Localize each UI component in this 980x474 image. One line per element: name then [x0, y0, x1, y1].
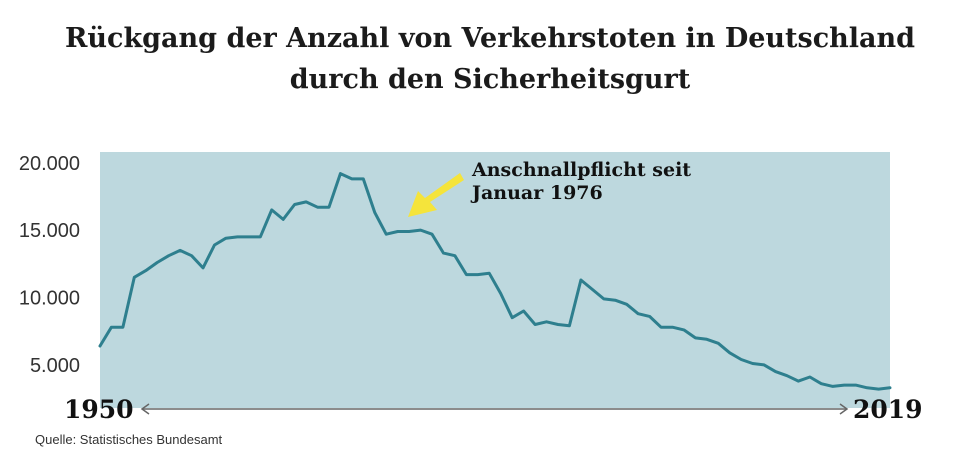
y-tick-label: 20.000: [19, 153, 80, 175]
y-tick-label: 10.000: [19, 288, 80, 310]
source-note: Quelle: Statistisches Bundesamt: [35, 432, 223, 447]
time-axis-arrowhead-left: [140, 403, 150, 415]
chart-title: Rückgang der Anzahl von Verkehrstoten in…: [64, 23, 916, 95]
y-tick-label: 5.000: [30, 355, 80, 377]
y-axis-ticks: 5.000 10.000 15.000 20.000: [19, 153, 80, 377]
y-tick-label: 15.000: [19, 220, 80, 242]
annotation-arrow-icon: [408, 173, 464, 217]
annotation-text-line2: Januar 1976: [470, 182, 603, 204]
time-axis-arrowhead-right: [839, 403, 849, 415]
time-axis-arrow: [140, 403, 849, 415]
annotation: Anschnallpflicht seit Januar 1976: [408, 159, 691, 217]
x-end-year-label: 2019: [853, 395, 923, 424]
series-line: [98, 172, 892, 391]
x-start-year-label: 1950: [64, 395, 134, 424]
annotation-text-line1: Anschnallpflicht seit: [471, 159, 691, 181]
